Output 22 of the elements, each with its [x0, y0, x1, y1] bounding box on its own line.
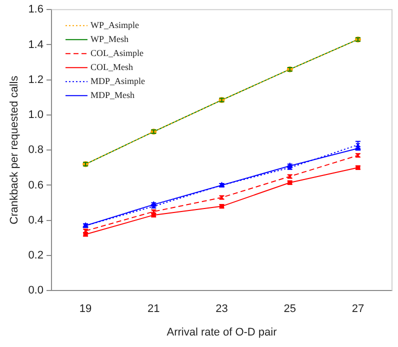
x-axis-title: Arrival rate of O-D pair [166, 326, 278, 338]
legend-label: COL_Mesh [90, 62, 134, 72]
legend-label: MDP_Asimple [90, 76, 146, 86]
y-tick-label: 0.0 [28, 284, 44, 297]
legend-label: COL_Asimple [90, 48, 144, 58]
x-tick-label: 19 [79, 303, 92, 316]
y-tick-label: 1.4 [28, 38, 44, 51]
legend-label: MDP_Mesh [90, 90, 135, 100]
y-tick-label: 1.6 [28, 4, 44, 16]
x-tick-label: 23 [216, 303, 228, 316]
x-tick-label: 21 [148, 303, 160, 316]
legend-label: WP_Mesh [90, 34, 129, 44]
x-tick-label: 27 [352, 303, 364, 316]
y-tick-label: 0.2 [28, 250, 44, 262]
y-tick-label: 1.2 [28, 74, 44, 86]
y-axis-title: Crankback per requested calls [8, 75, 21, 224]
y-tick-label: 0.6 [28, 179, 44, 192]
x-tick-label: 25 [284, 303, 296, 316]
legend-label: WP_Asimple [90, 20, 139, 30]
y-tick-label: 0.8 [28, 144, 44, 156]
y-tick-label: 1.0 [28, 109, 44, 122]
y-tick-label: 0.4 [28, 214, 44, 226]
